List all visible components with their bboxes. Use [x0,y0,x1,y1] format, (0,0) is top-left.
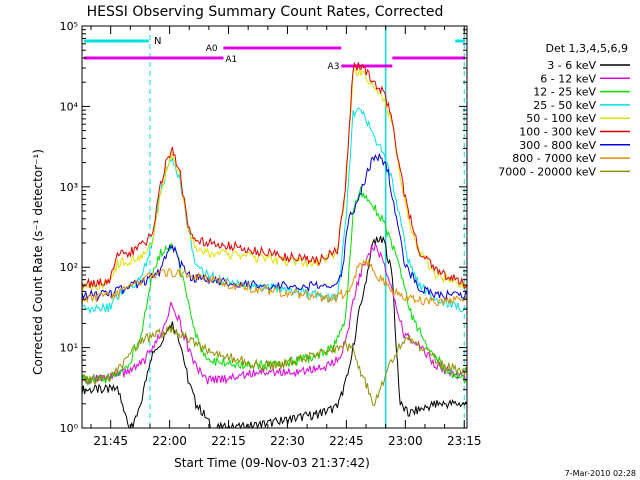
night-flag-label: N [154,36,161,47]
series-line-8 [81,258,468,307]
plot-frame [81,25,468,429]
x-tick-label: 22:30 [270,434,305,448]
legend-label-8: 800 - 7000 keV [512,152,596,165]
series-line-9 [81,325,468,407]
attenuator-a1-label: A1 [225,55,237,65]
legend-label-4: 25 - 50 keV [533,99,596,112]
y-tick-label: 10⁰ [60,422,79,435]
attenuator-a3-label: A3 [328,62,340,72]
y-tick-label: 10⁵ [60,20,78,33]
series-line-6 [81,61,468,290]
legend-label-1: 3 - 6 keV [547,59,596,72]
legend-label-6: 100 - 300 keV [519,126,596,139]
y-tick-label: 10² [60,261,78,274]
series-line-5 [81,68,468,292]
legend-label-5: 50 - 100 keV [526,112,596,125]
series-line-3 [81,186,468,386]
legend-label-7: 300 - 800 keV [519,139,596,152]
x-tick-label: 22:45 [329,434,364,448]
y-axis-label: Corrected Count Rate (s⁻¹ detector⁻¹) [31,149,45,375]
x-axis-label: Start Time (09-Nov-03 21:37:42) [174,456,370,470]
y-tick-label: 10⁴ [60,100,79,113]
chart-title: HESSI Observing Summary Count Rates, Cor… [87,4,444,20]
series-line-1 [81,235,468,430]
x-tick-label: 23:15 [447,434,482,448]
y-tick-label: 10¹ [60,342,78,355]
attenuator-a0-label: A0 [206,44,218,54]
plot-area: N A0 A1 A3 10⁰ 10¹ 10² 10³ 10⁴ 10⁵ 21:45 22:00 22:15… [60,20,482,448]
series-line-2 [81,242,468,385]
legend-title: Det 1,3,4,5,6,9 [545,42,628,55]
legend-label-9: 7000 - 20000 keV [498,165,596,178]
series-line-4 [81,107,468,315]
x-tick-label: 22:15 [211,434,246,448]
legend-label-2: 6 - 12 keV [540,72,596,85]
y-axis-label-text: Corrected Count Rate (s⁻¹ detector⁻¹) [31,149,45,375]
x-tick-label: 23:00 [388,434,423,448]
y-tick-label: 10³ [60,181,78,194]
x-tick-label: 21:45 [93,434,128,448]
footer-timestamp: 7-Mar-2010 02:28 [565,469,636,478]
x-tick-label: 22:00 [152,434,187,448]
series-line-7 [81,153,468,302]
legend-label-3: 12 - 25 keV [533,86,596,99]
